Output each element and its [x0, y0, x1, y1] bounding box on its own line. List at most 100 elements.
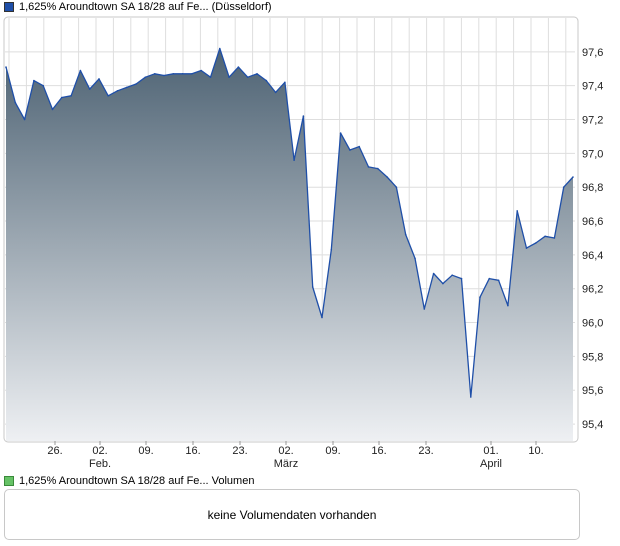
price-point	[14, 101, 17, 104]
y-tick-label: 97,4	[582, 81, 603, 93]
price-point	[51, 108, 54, 111]
volume-legend: 1,625% Aroundtown SA 18/28 auf Fe... Vol…	[4, 474, 254, 488]
y-tick-label: 96,0	[582, 318, 603, 330]
price-point	[302, 115, 305, 117]
y-tick-label: 95,4	[582, 419, 603, 431]
price-point	[256, 73, 258, 75]
price-point	[507, 304, 509, 307]
price-point	[172, 73, 175, 75]
x-tick-label: 26.	[47, 445, 62, 457]
price-point	[42, 84, 44, 87]
price-point	[516, 210, 518, 212]
price-point	[553, 237, 556, 239]
price-line	[5, 47, 574, 398]
y-tick-label: 96,6	[582, 216, 603, 228]
price-legend: 1,625% Aroundtown SA 18/28 auf Fe... (Dü…	[4, 0, 272, 14]
price-point	[23, 118, 26, 121]
price-point	[330, 249, 333, 251]
price-point	[349, 149, 351, 151]
x-tick-label: 09.	[325, 445, 340, 457]
y-tick-label: 96,4	[582, 250, 603, 262]
price-point	[144, 76, 147, 78]
price-point	[339, 132, 342, 134]
y-tick-label: 95,6	[582, 385, 603, 397]
volume-legend-swatch	[4, 476, 14, 486]
price-point	[293, 159, 295, 161]
x-month-label: April	[480, 458, 502, 470]
y-tick-label: 97,0	[582, 148, 603, 160]
x-month-label: Feb.	[89, 458, 111, 470]
x-tick-label: 01.	[483, 445, 498, 457]
volume-empty-message: keine Volumendaten vorhanden	[207, 507, 377, 522]
x-tick-label: 10.	[528, 445, 543, 457]
price-point	[107, 95, 109, 97]
y-tick-label: 96,2	[582, 284, 603, 296]
x-tick-label: 23.	[232, 445, 247, 457]
price-point	[274, 91, 277, 94]
price-point	[358, 145, 361, 148]
y-tick-label: 96,8	[582, 182, 603, 194]
x-tick-label: 23.	[418, 445, 433, 457]
price-point	[432, 272, 435, 275]
price-point	[404, 233, 407, 236]
price-point	[423, 308, 426, 310]
price-point	[451, 274, 454, 277]
price-point	[386, 176, 388, 178]
price-point	[181, 73, 184, 75]
price-area-fill	[6, 48, 573, 441]
price-point	[228, 76, 230, 78]
y-tick-label: 95,8	[582, 351, 603, 363]
x-tick-label: 16.	[371, 445, 386, 457]
price-point	[153, 73, 156, 75]
price-point	[525, 247, 528, 249]
price-point	[163, 74, 165, 77]
price-point	[88, 88, 91, 90]
price-point	[33, 79, 35, 82]
price-point	[497, 279, 500, 282]
price-point	[70, 95, 72, 97]
price-point	[544, 235, 546, 238]
price-point	[284, 81, 286, 84]
price-point	[135, 83, 137, 85]
volume-legend-label: 1,625% Aroundtown SA 18/28 auf Fe... Vol…	[19, 475, 255, 487]
price-point	[395, 186, 398, 188]
x-tick-label: 02.	[92, 445, 107, 457]
price-point	[98, 78, 100, 80]
price-point	[79, 69, 82, 72]
price-point	[488, 277, 491, 280]
price-point	[246, 76, 249, 78]
price-point	[442, 282, 444, 285]
price-point	[562, 186, 565, 188]
price-point	[200, 69, 202, 72]
price-point	[126, 86, 128, 89]
price-point	[61, 96, 63, 99]
price-point	[470, 396, 472, 398]
price-point	[479, 296, 481, 299]
price-point	[311, 286, 314, 288]
price-point	[367, 166, 370, 168]
x-tick-label: 16.	[185, 445, 200, 457]
price-point	[535, 242, 537, 244]
price-point	[377, 167, 379, 170]
price-point	[219, 47, 221, 50]
price-point	[5, 66, 7, 68]
price-area	[5, 47, 574, 441]
price-point	[572, 176, 574, 178]
price-chart: 95,4 95,6 95,8 96,0 96,2 96,4 96,6 96,8 97,0 97,2…	[3, 16, 603, 470]
price-point	[265, 79, 268, 82]
y-axis-ticks: 95,4 95,6 95,8 96,0 96,2 96,4 96,6 96,8 97,0 97,2…	[582, 47, 603, 431]
y-tick-label: 97,6	[582, 47, 603, 59]
price-point	[116, 90, 119, 92]
volume-panel: keine Volumendaten vorhanden	[4, 489, 580, 540]
chart-frame	[3, 16, 579, 443]
price-legend-label: 1,625% Aroundtown SA 18/28 auf Fe... (Dü…	[19, 1, 272, 13]
x-tick-label: 02.	[278, 445, 293, 457]
price-point	[460, 277, 463, 280]
price-point	[237, 66, 240, 68]
x-month-label: März	[274, 458, 298, 470]
price-point	[414, 257, 416, 260]
y-tick-label: 97,2	[582, 115, 603, 127]
price-legend-swatch	[4, 2, 14, 12]
price-point	[321, 316, 323, 319]
